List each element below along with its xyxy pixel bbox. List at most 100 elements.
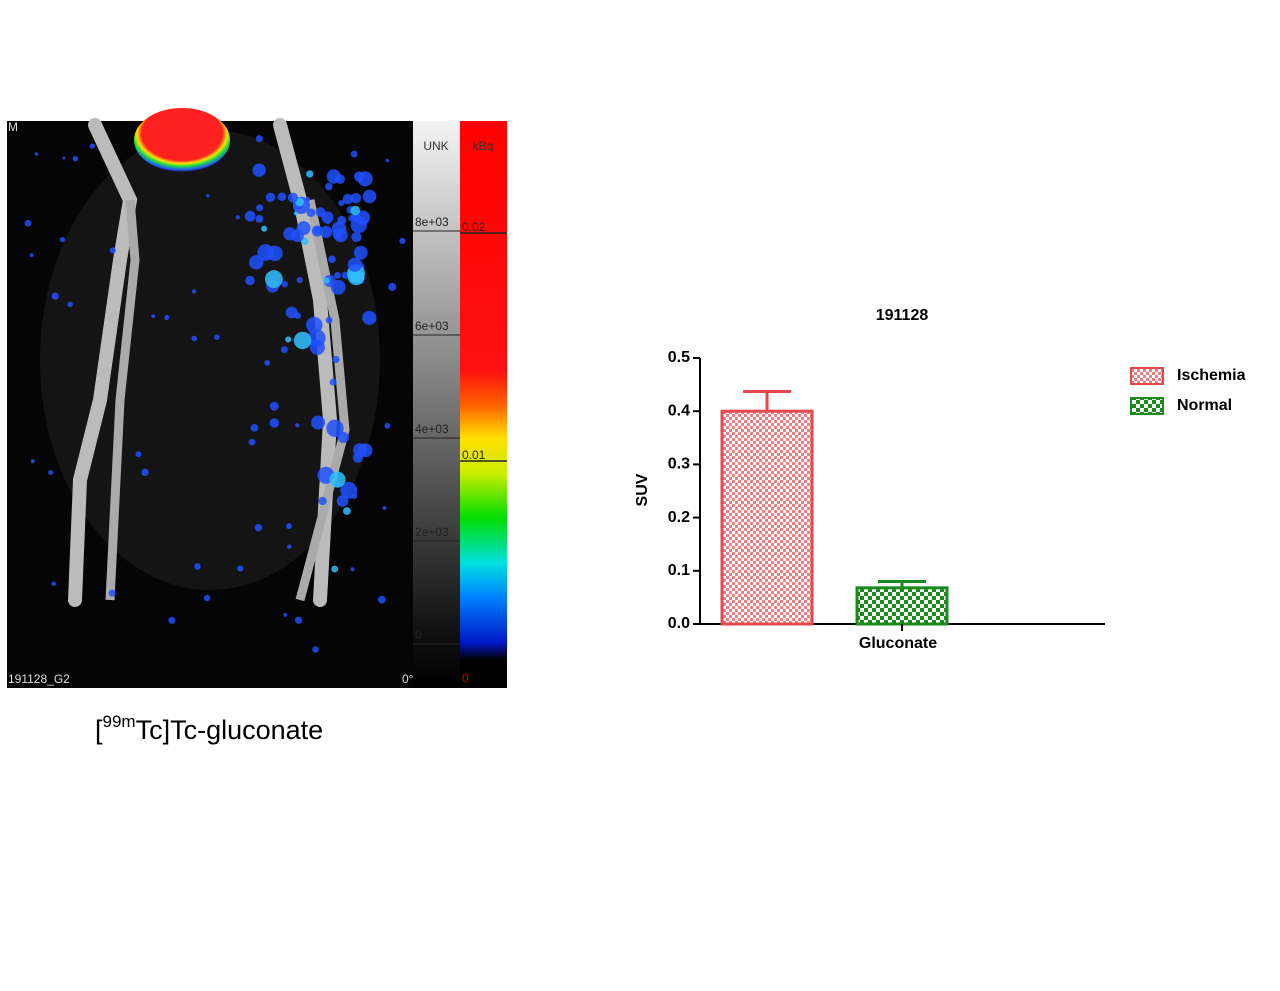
uptake-spot bbox=[249, 255, 264, 270]
uptake-spot bbox=[325, 182, 333, 191]
uptake-spot bbox=[331, 221, 347, 236]
uptake-spot bbox=[357, 171, 373, 187]
caption: [99mTc]Tc-gluconate bbox=[95, 712, 323, 745]
uptake-spot bbox=[335, 174, 345, 184]
gray-tick-label: 2e+03 bbox=[415, 525, 449, 539]
uptake-spot bbox=[168, 616, 176, 624]
uptake-spot bbox=[203, 594, 211, 602]
y-axis-label: SUV bbox=[634, 473, 651, 506]
uptake-spot bbox=[293, 331, 312, 350]
bar-chart: 191128 SUV 0.0 0.1 0.2 0.3 0.4 0.5 Ischemia Nor… bbox=[634, 307, 1245, 652]
uptake-spot bbox=[305, 196, 311, 202]
uptake-spot bbox=[326, 220, 330, 225]
color-tick-label: 0 bbox=[462, 671, 469, 685]
uptake-spot bbox=[338, 199, 345, 207]
uptake-spot bbox=[314, 226, 322, 234]
uptake-spot bbox=[287, 192, 298, 203]
uptake-spot bbox=[353, 245, 368, 260]
uptake-spot bbox=[267, 245, 283, 262]
uptake-spot bbox=[331, 565, 339, 573]
bone bbox=[68, 118, 138, 607]
uptake-spot bbox=[290, 229, 304, 243]
uptake-spot bbox=[283, 612, 288, 617]
uptake-spot bbox=[306, 170, 314, 178]
uptake-spot bbox=[244, 210, 256, 222]
uptake-spot bbox=[237, 565, 244, 572]
uptake-spot bbox=[306, 316, 323, 334]
uptake-spot bbox=[329, 378, 337, 386]
angle-label: 0° bbox=[402, 672, 414, 686]
uptake-spot bbox=[320, 225, 333, 238]
bone bbox=[105, 199, 140, 601]
uptake-spot bbox=[245, 275, 255, 286]
uptake-spot bbox=[287, 544, 292, 549]
uptake-spot bbox=[206, 194, 210, 198]
uptake-spot bbox=[269, 418, 280, 428]
uptake-spot bbox=[265, 192, 276, 202]
legend-swatch bbox=[1130, 397, 1164, 415]
uptake-spot bbox=[280, 346, 288, 354]
uptake-spot bbox=[269, 401, 279, 411]
uptake-spot bbox=[89, 143, 95, 149]
legend-swatch bbox=[1130, 367, 1164, 385]
gray-tick-label: 8e+03 bbox=[415, 215, 449, 229]
x-tick-label: Gluconate bbox=[859, 635, 937, 652]
uptake-spot bbox=[191, 289, 197, 294]
legend-label: Normal bbox=[1177, 397, 1232, 414]
uptake-spot bbox=[307, 329, 326, 348]
uptake-spot bbox=[334, 271, 341, 279]
legend-label: Ischemia bbox=[1177, 367, 1246, 384]
uptake-spot bbox=[351, 231, 362, 243]
uptake-spot bbox=[329, 471, 346, 488]
uptake-spot bbox=[135, 451, 142, 458]
uptake-spot bbox=[388, 282, 397, 291]
uptake-spot bbox=[350, 567, 355, 572]
color-tick-label: 0.01 bbox=[462, 448, 486, 462]
gray-tick-label: 4e+03 bbox=[415, 422, 449, 436]
uptake-spot bbox=[141, 468, 149, 477]
uptake-spot bbox=[323, 277, 330, 284]
uptake-spot bbox=[343, 507, 351, 515]
hot-spot bbox=[134, 108, 230, 172]
uptake-spot bbox=[348, 214, 356, 222]
uptake-spot bbox=[264, 270, 283, 289]
corner-label: M bbox=[8, 120, 18, 134]
uptake-spot bbox=[306, 208, 316, 218]
spect-ct-image: M 191128_G2 0° UNK kBq 8e+03 6e+03 4e+03 2e… bbox=[7, 108, 507, 688]
uptake-spot bbox=[191, 335, 198, 342]
uptake-spot bbox=[350, 150, 358, 158]
uptake-spot bbox=[214, 334, 220, 341]
color-tick-label: 0.02 bbox=[462, 220, 486, 234]
caption-text: Tc]Tc-gluconate bbox=[136, 715, 324, 745]
uptake-spot bbox=[248, 438, 256, 446]
y-tick-label: 0.4 bbox=[668, 402, 690, 419]
y-tick-label: 0.2 bbox=[668, 509, 690, 526]
uptake-spot bbox=[328, 255, 336, 264]
uptake-spot bbox=[254, 523, 263, 532]
uptake-spot bbox=[362, 189, 377, 204]
uptake-spot bbox=[347, 257, 362, 272]
bar bbox=[720, 409, 814, 626]
uptake-spot bbox=[256, 204, 264, 212]
uptake-spot bbox=[296, 277, 303, 284]
uptake-spot bbox=[351, 493, 358, 499]
uptake-spot bbox=[30, 459, 35, 464]
bone bbox=[295, 199, 350, 602]
uptake-spot bbox=[301, 237, 309, 245]
gray-tick-label: 0 bbox=[415, 628, 422, 642]
uptake-spot bbox=[281, 280, 288, 288]
chart-title: 191128 bbox=[876, 307, 929, 324]
bar bbox=[855, 586, 949, 626]
y-tick-label: 0.1 bbox=[668, 562, 690, 579]
uptake-spot bbox=[250, 424, 259, 432]
uptake-spot bbox=[385, 158, 390, 163]
uptake-spot bbox=[294, 616, 303, 624]
uptake-spot bbox=[72, 155, 79, 162]
uptake-spot bbox=[109, 247, 116, 254]
gray-unit: UNK bbox=[423, 139, 448, 153]
uptake-spot bbox=[48, 469, 54, 475]
uptake-spot bbox=[342, 193, 354, 205]
uptake-spot bbox=[264, 359, 271, 366]
uptake-spot bbox=[399, 237, 406, 245]
